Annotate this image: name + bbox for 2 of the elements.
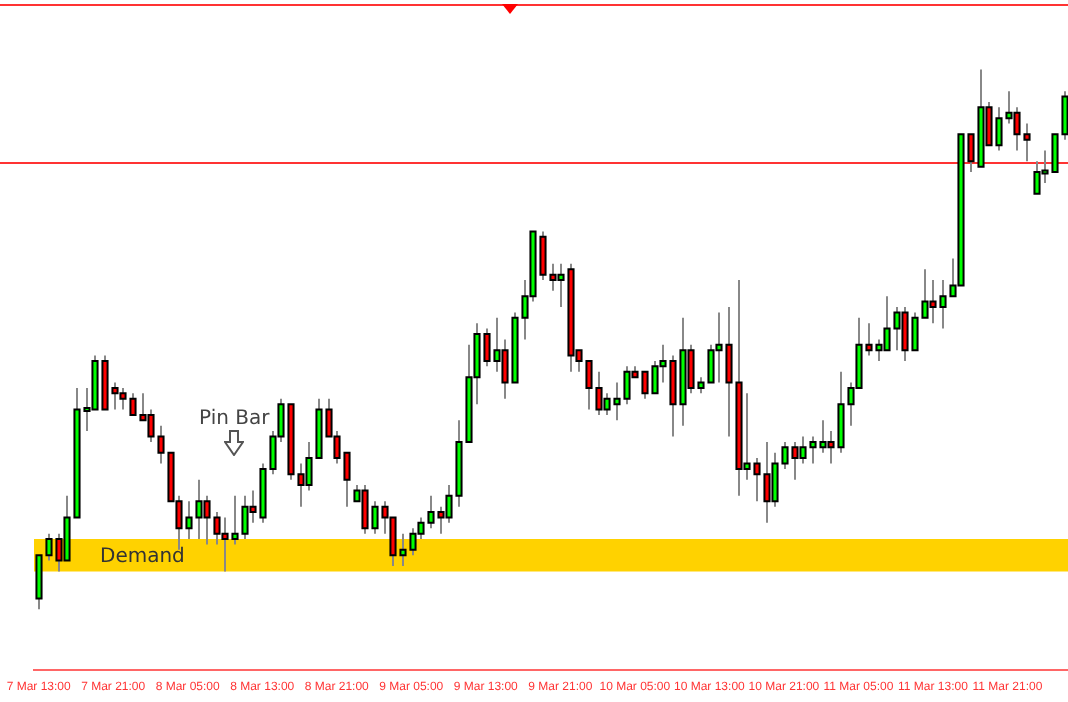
band-label: Demand <box>100 546 185 569</box>
annotation: Pin Bar <box>199 407 272 430</box>
